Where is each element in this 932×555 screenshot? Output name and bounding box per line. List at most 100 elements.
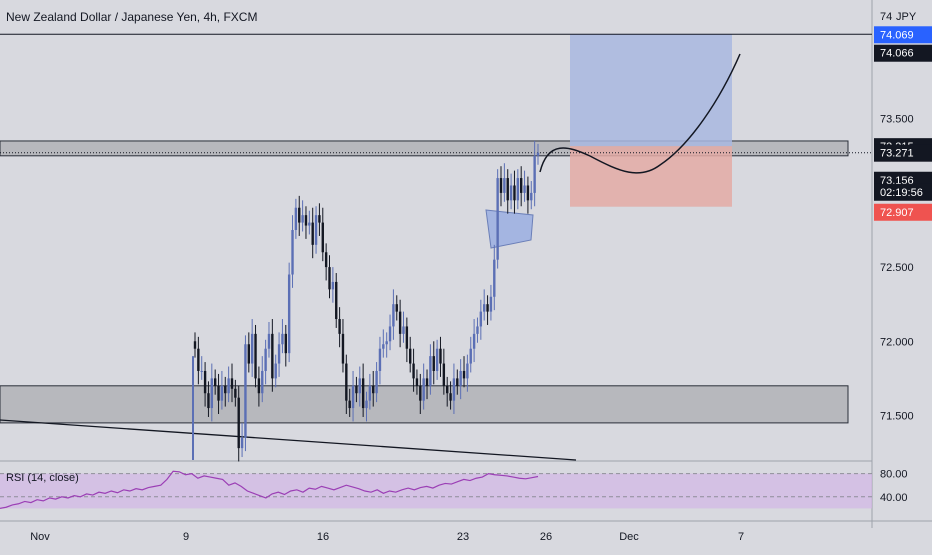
candle-body — [345, 363, 348, 401]
candle-body — [442, 363, 446, 386]
candle-body — [338, 319, 341, 334]
candle-body — [378, 348, 382, 371]
candle-body — [274, 363, 277, 379]
candle-body — [479, 311, 483, 327]
candle-body — [284, 333, 287, 354]
candle-body — [277, 344, 281, 364]
candle-body — [217, 385, 220, 401]
candle-body — [361, 378, 365, 409]
currency-label: JPY — [896, 11, 917, 23]
candle-body — [308, 222, 311, 226]
candle-body — [409, 348, 412, 364]
price-tag-label: 02:19:56 — [880, 187, 923, 199]
time-axis-tick: 7 — [738, 531, 744, 543]
target-profit-box — [570, 34, 732, 147]
price-axis-tick: 73.500 — [880, 114, 914, 126]
candle-body — [213, 378, 217, 386]
candle-body — [210, 378, 214, 409]
candle-body — [294, 207, 298, 230]
trend-line — [0, 419, 577, 461]
candle-body — [519, 178, 523, 193]
candle-body — [476, 326, 479, 334]
price-tag — [874, 144, 932, 162]
candle-body — [244, 344, 247, 438]
price-axis-tick: 71.500 — [880, 410, 914, 422]
candle-body — [237, 397, 240, 449]
candle-body — [247, 344, 251, 364]
candle-body — [513, 185, 516, 201]
candle-body — [372, 385, 375, 394]
candle-body — [224, 385, 227, 394]
chart-title: New Zealand Dollar / Japanese Yen, 4h, F… — [6, 10, 258, 24]
candle-body — [419, 385, 422, 401]
time-axis-tick: 9 — [183, 531, 189, 543]
candle-body — [250, 333, 254, 364]
rsi-indicator-label: RSI (14, close) — [6, 472, 79, 484]
candle-body — [415, 378, 419, 386]
candle-body — [355, 385, 358, 394]
candle-body — [462, 370, 466, 379]
price-tag-label: 74.066 — [880, 48, 914, 60]
candle-body — [523, 185, 526, 193]
candle-body — [207, 393, 210, 409]
candle-body — [318, 215, 321, 223]
candle-body — [439, 348, 442, 364]
candle-body — [530, 192, 533, 201]
candle-body — [351, 385, 355, 409]
candle-body — [271, 333, 274, 379]
candle-body — [526, 185, 530, 201]
price-axis-tick: 72.000 — [880, 336, 914, 348]
candle-body — [261, 370, 264, 394]
candle-body — [230, 378, 234, 389]
candle-body — [425, 378, 429, 386]
candle-body — [203, 370, 207, 394]
candle-body — [375, 370, 378, 394]
candle-body — [496, 178, 499, 260]
candle-body — [227, 378, 230, 394]
candle-body — [368, 385, 372, 401]
price-tag — [874, 203, 932, 221]
candle-body — [257, 378, 261, 394]
candle-body — [466, 363, 469, 379]
candle-body — [287, 274, 291, 354]
candle-body — [469, 348, 472, 364]
candle-body — [254, 333, 257, 379]
candle-body — [331, 281, 335, 290]
candle-body — [321, 222, 324, 253]
candle-body — [281, 333, 284, 345]
price-tag — [874, 44, 932, 62]
candle-body — [449, 393, 452, 401]
candle-body — [382, 344, 385, 349]
candle-body — [486, 304, 489, 312]
candle-body — [499, 178, 503, 193]
price-axis-top-tick: 74 — [880, 11, 892, 23]
price-tag-label: 74.069 — [880, 29, 914, 41]
candle-body — [506, 178, 509, 201]
candle-body — [432, 356, 435, 371]
rsi-band — [0, 473, 872, 509]
candle-body — [398, 311, 402, 334]
candle-body — [493, 259, 496, 297]
candle-body — [324, 252, 328, 268]
candle-body — [509, 185, 513, 201]
candle-body — [385, 341, 388, 345]
candle-body — [220, 385, 224, 401]
candle-body — [365, 400, 368, 409]
candle-body — [429, 356, 432, 386]
candle-body — [435, 348, 439, 371]
time-axis-tick: Nov — [30, 531, 50, 543]
candle-body — [422, 378, 425, 401]
candle-body — [452, 378, 456, 401]
price-tag-label: 72.907 — [880, 207, 914, 219]
candle-body — [405, 326, 409, 349]
price-tag — [874, 183, 932, 201]
candle-body — [516, 178, 520, 201]
candle-body — [456, 378, 459, 386]
candle-body — [200, 370, 203, 372]
time-axis-tick: 16 — [317, 531, 329, 543]
candle-body — [328, 267, 331, 290]
time-axis-tick: Dec — [619, 531, 639, 543]
